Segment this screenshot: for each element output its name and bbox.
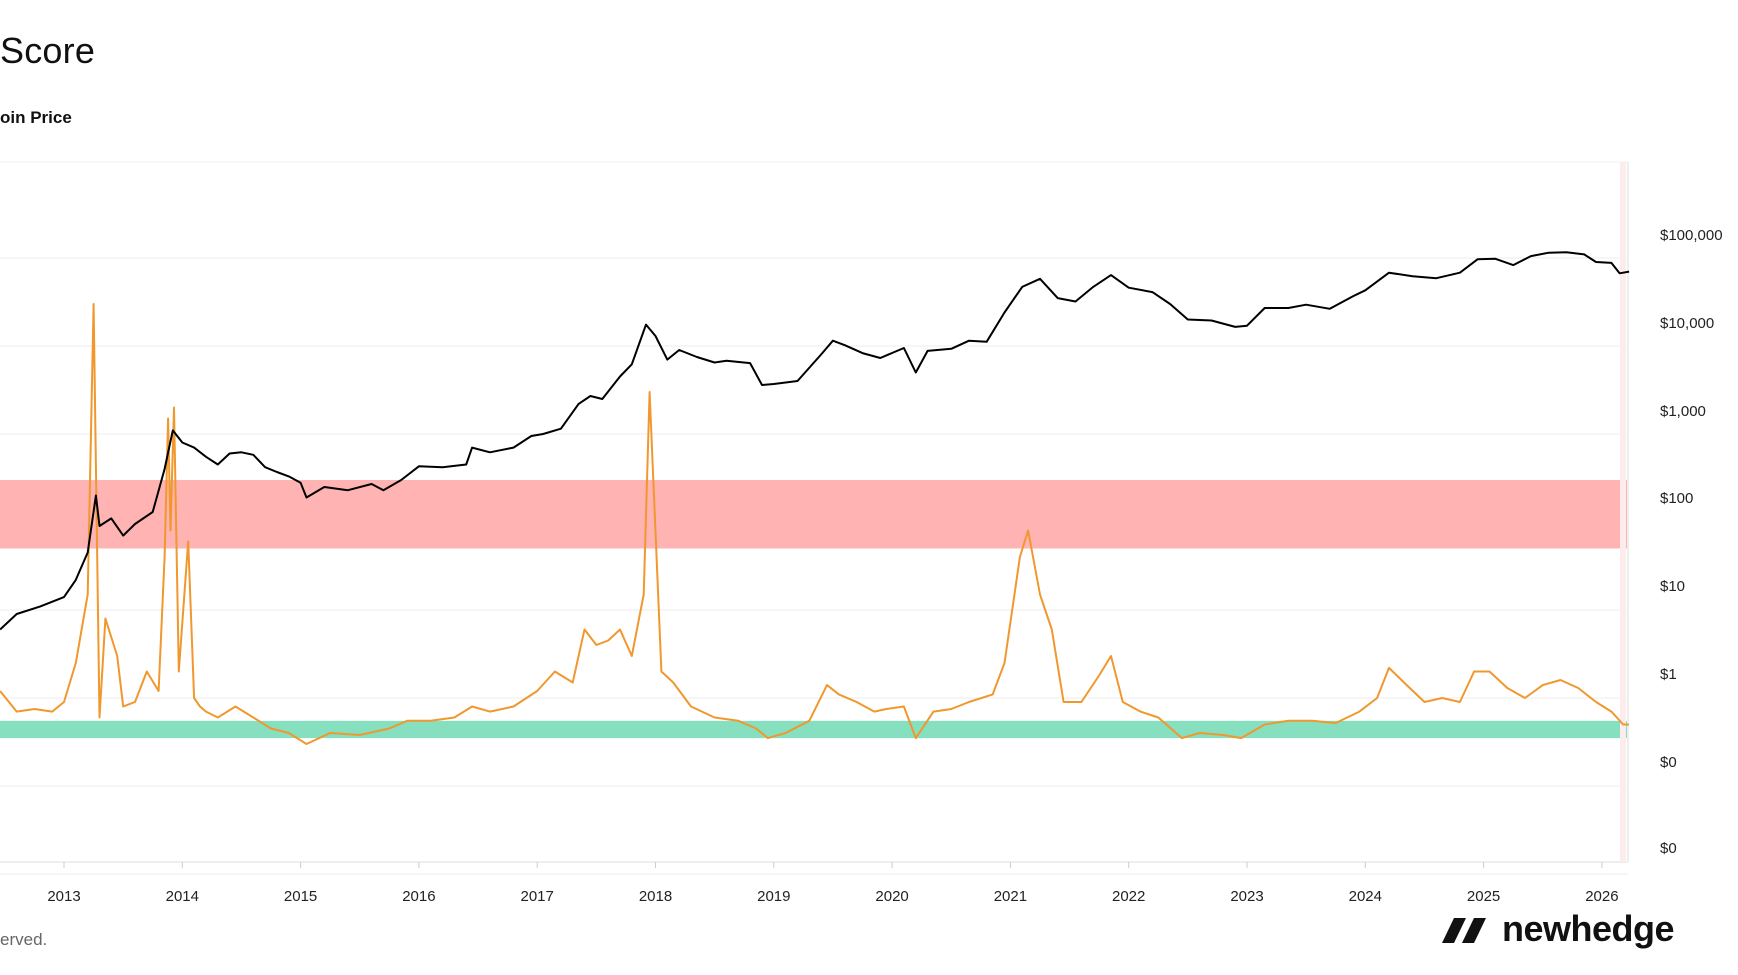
x-tick-label: 2018 xyxy=(639,888,672,905)
legend-item-bitcoin-price[interactable]: oin Price xyxy=(0,108,72,127)
grid-lines xyxy=(0,257,1628,875)
x-tick-label: 2025 xyxy=(1467,888,1500,905)
x-tick-label: 2024 xyxy=(1349,888,1382,905)
price-series-line xyxy=(0,251,1630,631)
y-tick-label: $1 xyxy=(1660,666,1677,683)
brand-logo[interactable]: newhedge xyxy=(1440,908,1675,950)
green-zone-band xyxy=(0,720,1628,739)
x-tick-label: 2016 xyxy=(402,888,435,905)
x-tick-label: 2023 xyxy=(1230,888,1263,905)
x-tick-label: 2020 xyxy=(875,888,908,905)
y-tick-label: $10 xyxy=(1660,578,1685,595)
chart-title: Score xyxy=(0,30,96,71)
x-tick-label: 2026 xyxy=(1585,888,1618,905)
x-tick-label: 2013 xyxy=(47,888,80,905)
selection-highlight xyxy=(1620,162,1626,862)
x-axis-ticks: 2013 2014 2015 2016 2017 2018 2019 2020 2021 2022… xyxy=(47,862,1619,905)
x-tick-label: 2021 xyxy=(994,888,1027,905)
x-tick-label: 2022 xyxy=(1112,888,1145,905)
copyright-text: erved. xyxy=(0,930,48,949)
y-tick-label: $100 xyxy=(1660,490,1693,507)
brand-name: newhedge xyxy=(1502,908,1675,949)
x-tick-label: 2019 xyxy=(757,888,790,905)
y-tick-label: $100,000 xyxy=(1660,227,1723,244)
y-axis-ticks: $100,000 $10,000 $1,000 $100 $10 $1 $0 $0 xyxy=(1660,227,1723,857)
y-tick-label: $0 xyxy=(1660,754,1677,771)
x-tick-label: 2017 xyxy=(521,888,554,905)
y-tick-label: $1,000 xyxy=(1660,403,1706,420)
red-zone-band xyxy=(0,480,1628,549)
newhedge-logo-icon xyxy=(1442,918,1486,943)
x-tick-label: 2015 xyxy=(284,888,317,905)
x-tick-label: 2014 xyxy=(166,888,199,905)
score-series-line xyxy=(0,303,1630,745)
y-tick-label: $10,000 xyxy=(1660,315,1714,332)
y-tick-label: $0 xyxy=(1660,840,1677,857)
